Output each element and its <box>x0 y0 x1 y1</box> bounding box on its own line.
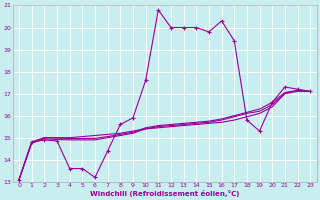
X-axis label: Windchill (Refroidissement éolien,°C): Windchill (Refroidissement éolien,°C) <box>90 190 239 197</box>
